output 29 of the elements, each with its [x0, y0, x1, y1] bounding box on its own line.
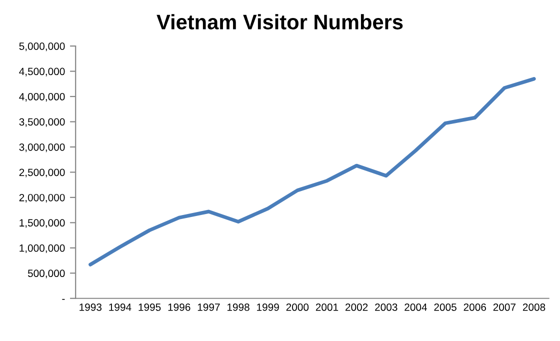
x-tick-label: 1995 — [138, 304, 161, 311]
x-tick-label: 2005 — [434, 304, 456, 311]
chart-title: Vietnam Visitor Numbers — [156, 14, 403, 30]
x-tick-label: 1994 — [109, 304, 132, 311]
y-tick-label: 2,500,000 — [19, 168, 65, 178]
x-tick-label: 2003 — [375, 304, 398, 311]
x-tick-label: 2006 — [464, 304, 486, 311]
x-tick-label: 2000 — [286, 304, 309, 311]
y-tick-label: 500,000 — [28, 270, 65, 278]
y-tick-label: - — [62, 298, 65, 300]
y-tick-label: 2,000,000 — [19, 194, 65, 203]
y-tick-label: 4,500,000 — [19, 68, 65, 76]
y-tick-label: 1,500,000 — [20, 219, 65, 228]
y-tick-label: 1,000,000 — [20, 244, 65, 254]
x-tick-label: 2007 — [493, 304, 516, 311]
x-tick-label: 2004 — [404, 304, 427, 311]
x-tick-label: 2001 — [316, 304, 338, 311]
x-tick-label: 1997 — [198, 304, 220, 311]
x-tick-label: 1999 — [257, 304, 279, 311]
x-tick-label: 1996 — [168, 304, 190, 311]
x-tick-label: 2002 — [346, 304, 368, 311]
y-tick-label: 5,000,000 — [19, 42, 65, 52]
y-tick-label: 3,500,000 — [19, 118, 65, 127]
line-series — [88, 77, 536, 266]
x-tick-label: 1998 — [227, 304, 250, 311]
x-tick-label: 2008 — [522, 304, 546, 311]
y-tick-label: 4,000,000 — [19, 93, 65, 102]
y-tick-label: 3,000,000 — [19, 143, 65, 152]
x-tick-label: 1993 — [80, 304, 102, 311]
